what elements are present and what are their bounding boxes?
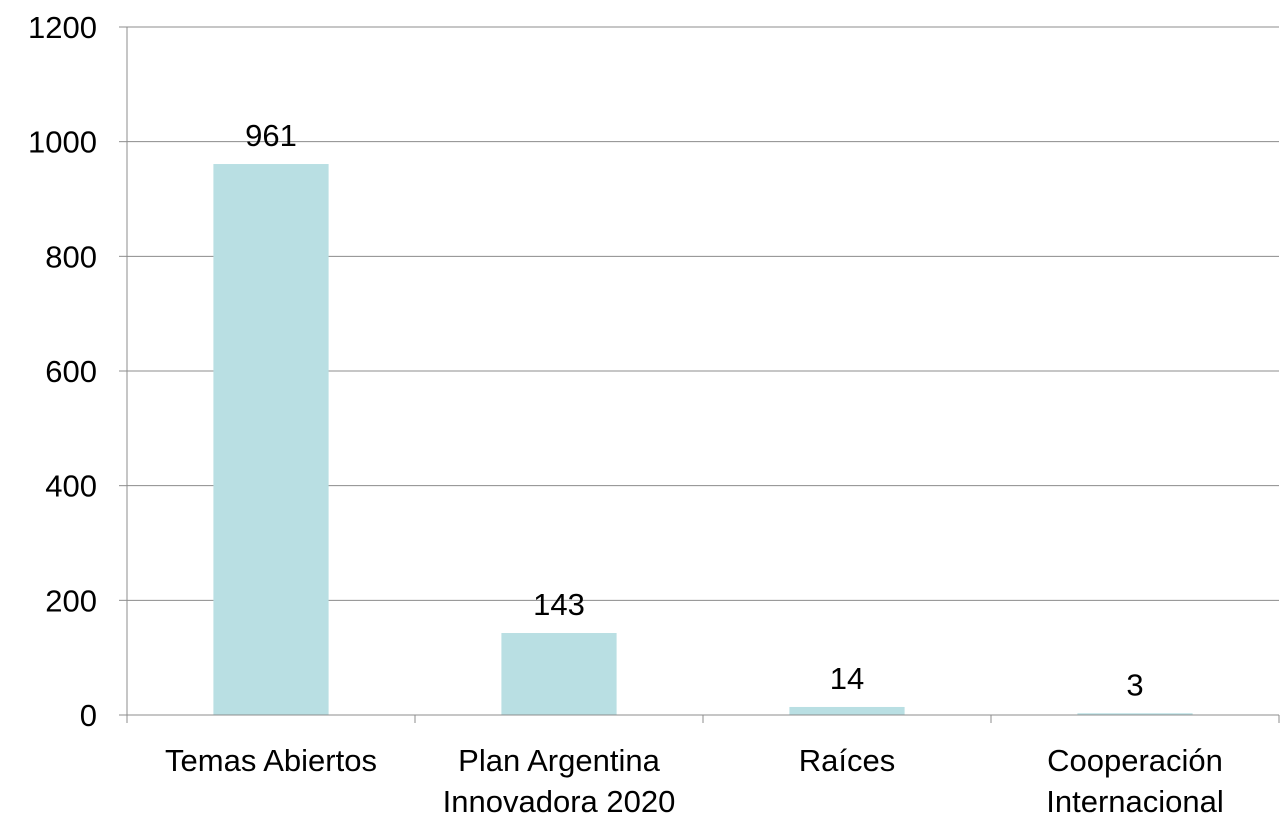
data-label: 14 bbox=[830, 661, 864, 696]
y-tick-label: 1200 bbox=[28, 10, 97, 45]
data-label: 143 bbox=[533, 587, 585, 622]
bar bbox=[501, 633, 617, 715]
x-tick-label: Internacional bbox=[1046, 784, 1224, 817]
x-tick-label: Innovadora 2020 bbox=[443, 784, 676, 817]
axes bbox=[119, 26, 1280, 723]
x-tick-label: Plan Argentina bbox=[458, 743, 660, 778]
x-tick-label: Temas Abiertos bbox=[165, 743, 377, 778]
x-tick-label: Raíces bbox=[799, 743, 895, 778]
labels: 0 200 400 600 800 1000 1200 961 Temas Abiertos 14… bbox=[28, 10, 1224, 817]
data-label: 961 bbox=[245, 118, 297, 153]
y-tick-label: 1000 bbox=[28, 125, 97, 160]
x-tick-label: Cooperación bbox=[1047, 743, 1223, 778]
bar bbox=[1077, 713, 1193, 715]
y-tick-label: 200 bbox=[45, 583, 97, 618]
bar bbox=[789, 706, 905, 715]
bars bbox=[213, 164, 1193, 715]
y-tick-label: 800 bbox=[45, 239, 97, 274]
y-tick-label: 600 bbox=[45, 354, 97, 389]
bar bbox=[213, 164, 329, 715]
data-label: 3 bbox=[1126, 667, 1143, 702]
y-tick-label: 400 bbox=[45, 469, 97, 504]
y-tick-label: 0 bbox=[80, 698, 97, 733]
